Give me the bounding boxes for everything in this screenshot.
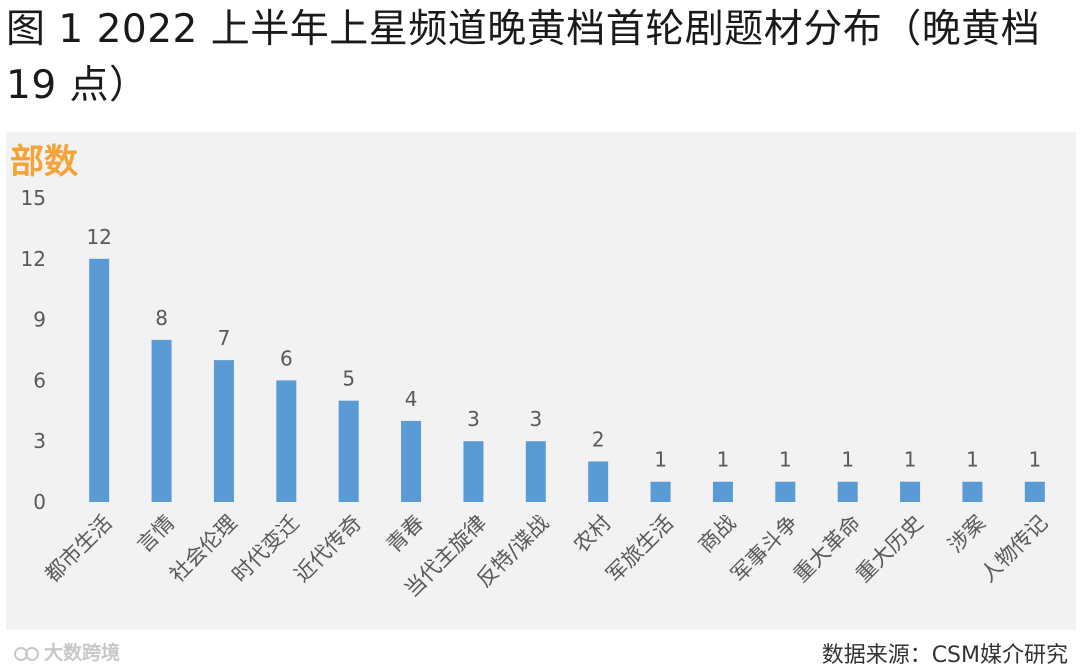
chart-panel: 部数 0 3 6 9 12 15 12 8 7 6 5 4 3 3 2 1 1 1 1 1 1 1 都市生活 言情 社会伦理… [6, 132, 1076, 630]
watermark-text: 大数跨境 [44, 642, 121, 664]
y-tick-label: 9 [33, 308, 46, 332]
y-tick-label: 12 [21, 247, 46, 271]
x-category-label: 农村 [569, 511, 616, 558]
bar-value-label: 7 [218, 326, 231, 350]
bar-value-label: 3 [529, 407, 542, 431]
bar-value-label: 1 [1028, 448, 1041, 472]
bar-value-label: 3 [467, 407, 480, 431]
x-category-label: 近代传奇 [290, 511, 366, 587]
x-category-label: 社会伦理 [165, 511, 241, 587]
x-category-label: 商战 [694, 511, 741, 558]
figure-title: 图 1 2022 上半年上星频道晚黄档首轮剧题材分布（晚黄档 19 点） [6, 7, 1041, 108]
y-tick-label: 6 [33, 368, 46, 392]
watermark: 大数跨境 [14, 638, 120, 665]
bar [463, 441, 484, 502]
bar [151, 339, 172, 502]
bar [588, 461, 609, 502]
bar [338, 400, 359, 502]
bar [837, 481, 858, 502]
bar-value-label: 4 [405, 387, 418, 411]
bar [775, 481, 796, 502]
bar [712, 481, 733, 502]
bar [525, 441, 546, 502]
x-category-label: 时代变迁 [227, 511, 303, 587]
bars-group [89, 258, 1045, 502]
y-axis-ticks: 0 3 6 9 12 15 [21, 186, 46, 514]
y-tick-label: 3 [33, 429, 46, 453]
source-note: 数据来源：CSM媒介研究 [821, 643, 1068, 668]
bar-value-label: 12 [86, 225, 111, 249]
bar-value-label: 1 [841, 448, 854, 472]
x-category-label: 都市生活 [40, 511, 116, 587]
x-category-label: 言情 [132, 511, 179, 558]
y-axis-unit-label: 部数 [10, 142, 78, 182]
bar-value-label: 1 [654, 448, 667, 472]
bar [900, 481, 921, 502]
bar-value-label: 8 [155, 306, 168, 330]
bar-chart: 部数 0 3 6 9 12 15 12 8 7 6 5 4 3 3 2 1 1 1 1 1 1 1 都市生活 言情社会伦理… [10, 142, 1052, 602]
bar [401, 420, 422, 502]
x-category-label: 军事斗争 [726, 511, 802, 587]
x-category-label: 青春 [382, 511, 429, 558]
bar-value-label: 6 [280, 346, 293, 370]
data-labels-group: 12 8 7 6 5 4 3 3 2 1 1 1 1 1 1 1 [86, 225, 1041, 472]
x-category-label: 军旅生活 [602, 511, 678, 587]
y-tick-label: 15 [21, 186, 46, 210]
bar [650, 481, 671, 502]
watermark-logo-icon [14, 646, 39, 661]
bar-value-label: 5 [342, 367, 355, 391]
bar-value-label: 1 [717, 448, 730, 472]
bar [89, 258, 110, 502]
x-category-label: 重大革命 [789, 511, 865, 587]
footer: 大数跨境 数据来源：CSM媒介研究 [0, 630, 1080, 669]
bar [1024, 481, 1045, 502]
bar [213, 360, 234, 502]
x-category-label: 重大历史 [851, 511, 927, 587]
bar [962, 481, 983, 502]
bar [276, 380, 297, 502]
x-category-label: 人物传记 [976, 511, 1052, 587]
bar-value-label: 1 [904, 448, 917, 472]
bar-value-label: 1 [966, 448, 979, 472]
bar-value-label: 2 [592, 427, 605, 451]
bar-value-label: 1 [779, 448, 792, 472]
y-tick-label: 0 [33, 490, 46, 514]
x-category-label: 涉案 [943, 511, 990, 558]
